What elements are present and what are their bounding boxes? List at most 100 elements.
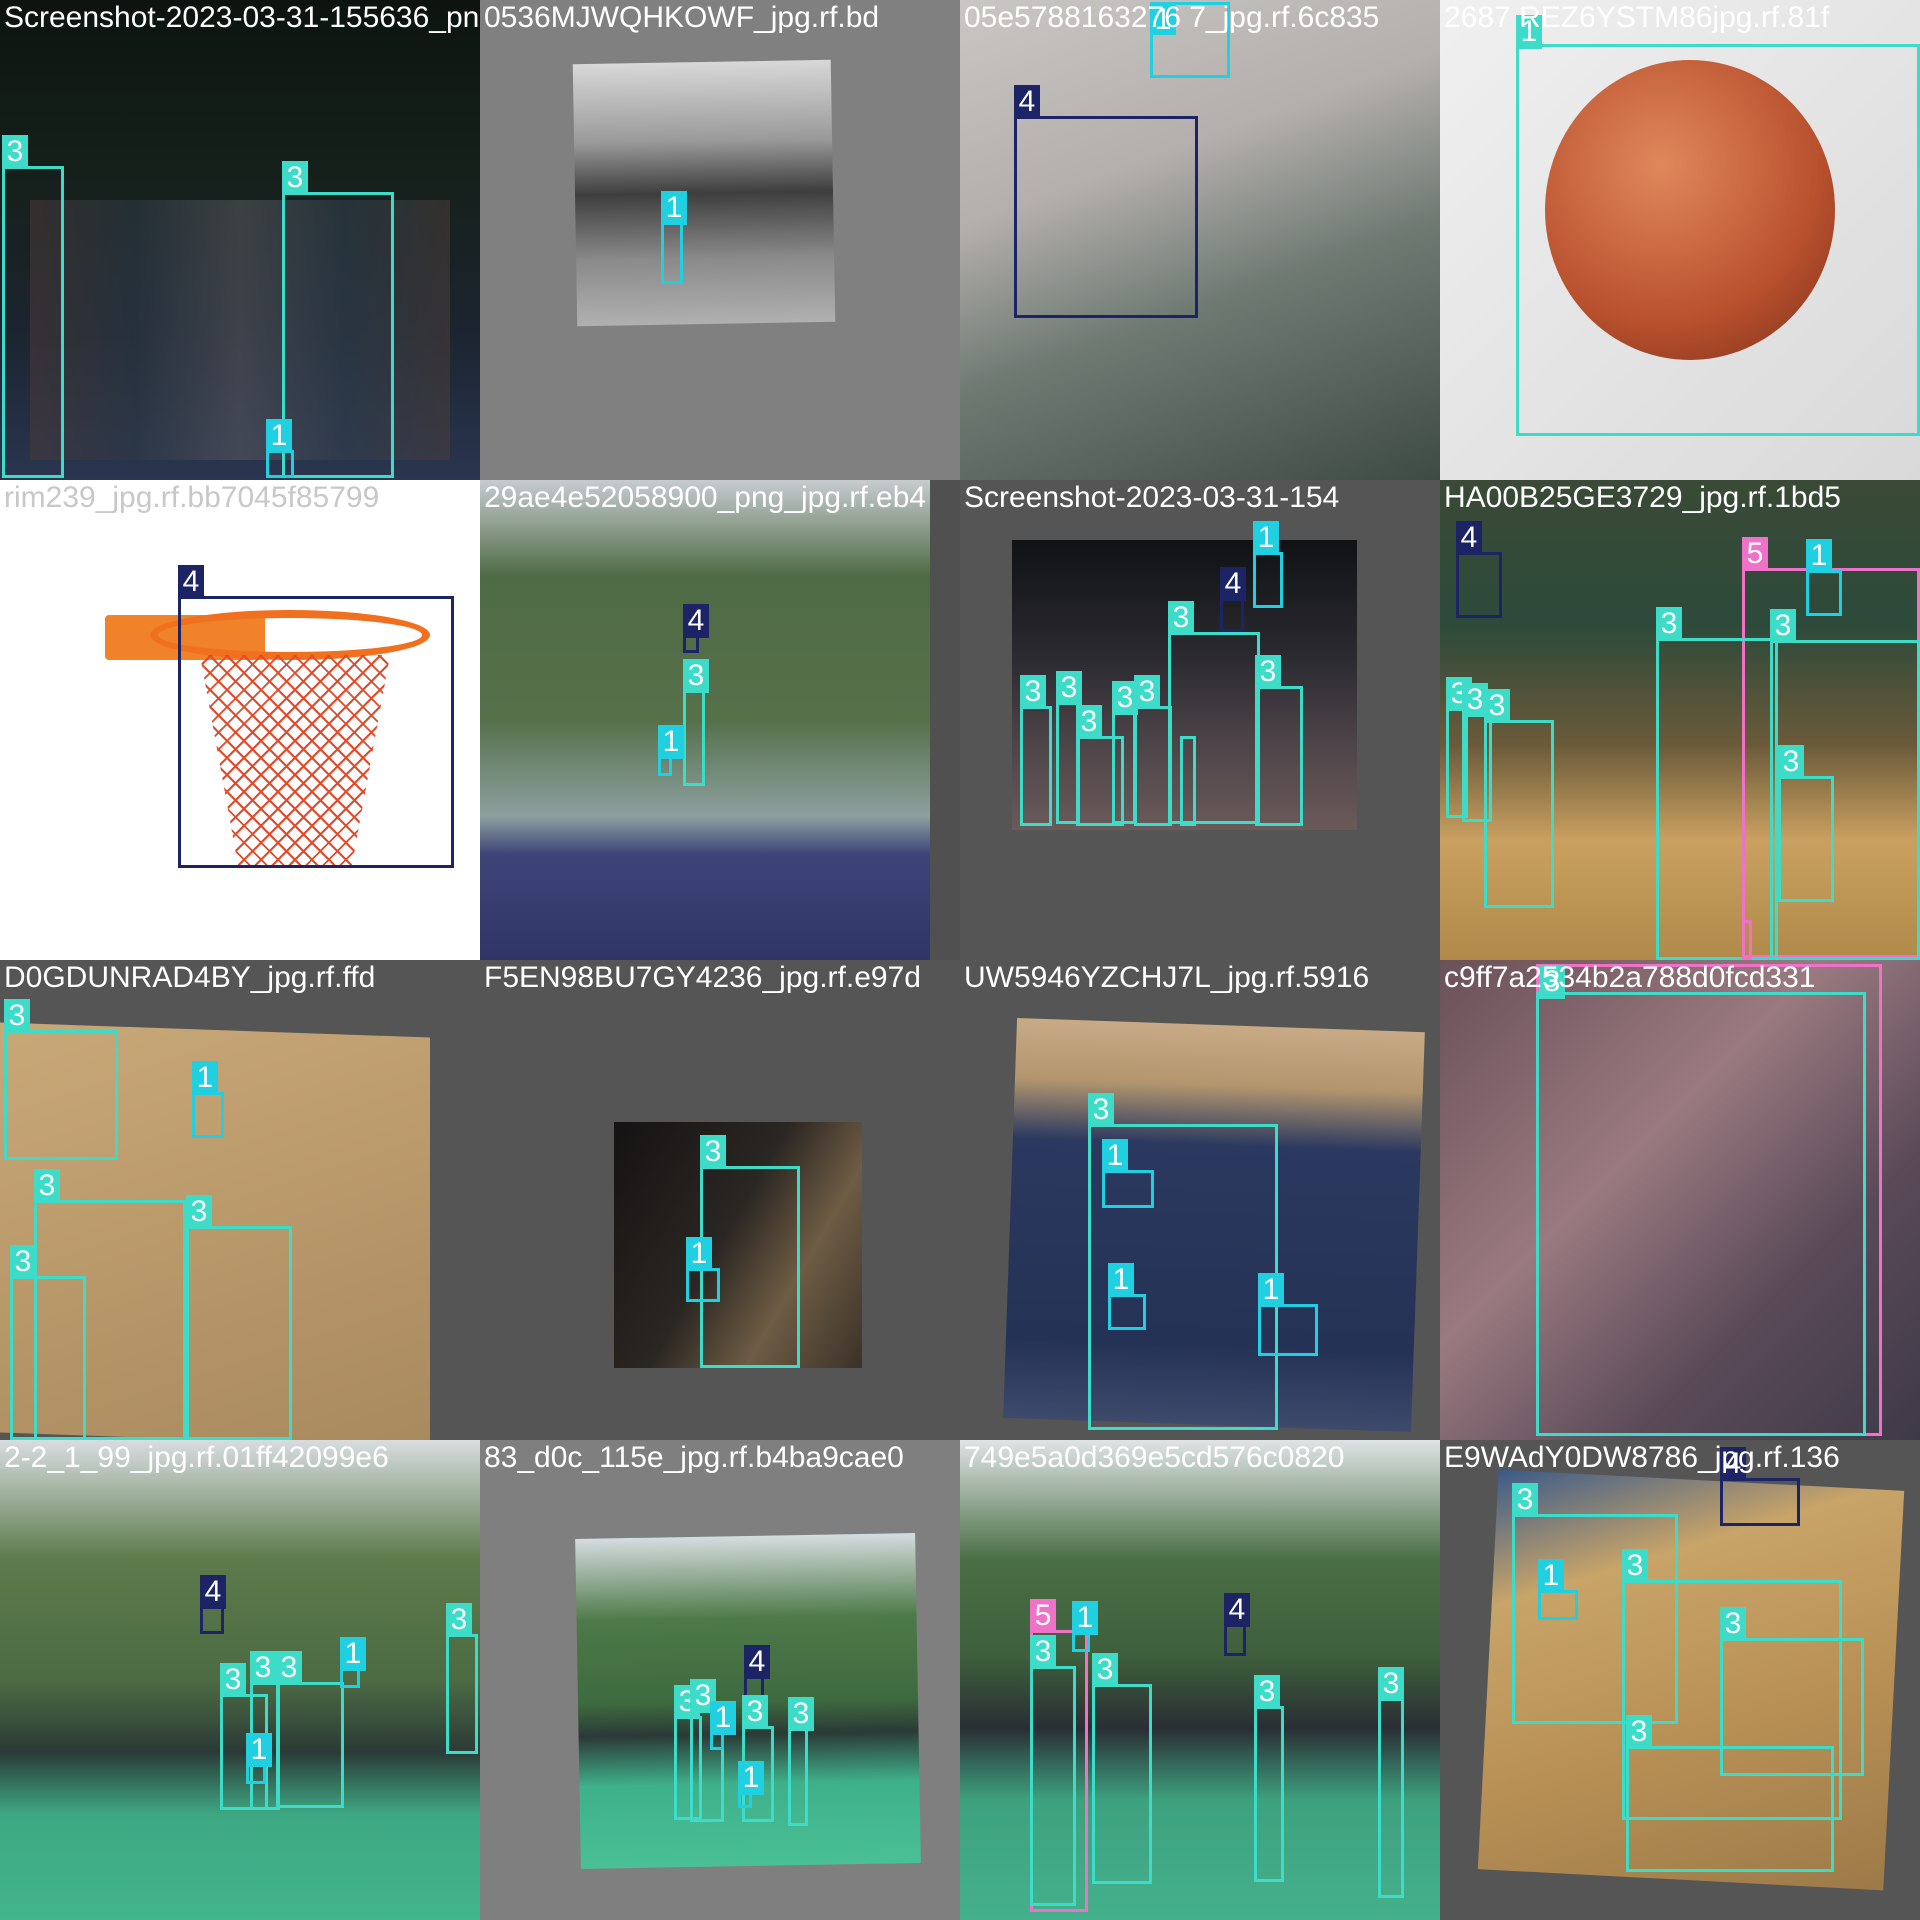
detection-box: 3 bbox=[1020, 675, 1052, 826]
detection-box: 3 bbox=[690, 1679, 724, 1822]
class-label: 3 bbox=[1484, 689, 1510, 723]
detection-box: 3 bbox=[2, 135, 64, 478]
detection-box: 1 bbox=[686, 1237, 720, 1302]
wilson-basketball-image bbox=[1545, 60, 1835, 360]
detection-box: 1 bbox=[1253, 521, 1283, 608]
outdoor-court-image bbox=[480, 480, 930, 960]
class-label: 4 bbox=[1720, 1447, 1746, 1481]
class-label: 1 bbox=[340, 1637, 366, 1671]
tile-filename: 29ae4e52058900_png_jpg.rf.eb4 bbox=[484, 481, 927, 514]
detection-box: 1 bbox=[1806, 539, 1842, 616]
detection-box: 3 bbox=[1112, 681, 1138, 824]
class-label: 1 bbox=[658, 725, 684, 759]
detection-box: 3 bbox=[788, 1697, 814, 1826]
class-label: 4 bbox=[744, 1645, 770, 1679]
class-label: 3 bbox=[2, 135, 28, 169]
class-label: 1 bbox=[1516, 15, 1542, 49]
class-label: 3 bbox=[788, 1697, 814, 1731]
detection-box: 1 bbox=[658, 725, 684, 776]
detection-box: 3 bbox=[10, 1245, 86, 1440]
class-label: 3 bbox=[276, 1651, 302, 1685]
class-label: 3 bbox=[1770, 609, 1796, 643]
detection-box: 3 bbox=[1778, 745, 1834, 902]
detection-box: 4 bbox=[1720, 1447, 1800, 1526]
detection-box: 3 bbox=[186, 1195, 292, 1440]
detection-box: 3 bbox=[4, 999, 118, 1160]
tile-filename: HA00B25GE3729_jpg.rf.1bd5 bbox=[1444, 481, 1841, 514]
class-label: 3 bbox=[1112, 681, 1138, 715]
detection-box: 4 bbox=[1224, 1593, 1250, 1656]
crowd-image bbox=[30, 200, 450, 460]
detection-box: 3 bbox=[1378, 1667, 1404, 1898]
class-label: 3 bbox=[1076, 705, 1102, 739]
tile-filename: 749e5a0d369e5cd576c0820 bbox=[964, 1441, 1345, 1474]
class-label: 3 bbox=[34, 1169, 60, 1203]
class-label: 5 bbox=[1030, 1599, 1056, 1633]
tile-filename: rim239_jpg.rf.bb7045f85799 bbox=[4, 481, 380, 514]
detection-box: 4 bbox=[178, 565, 454, 868]
tile-filename: c9ff7a2534b2a788d0fcd331 bbox=[1444, 961, 1816, 994]
mosaic-tile-8: HA00B25GE3729_jpg.rf.1bd5 4 5 1 3 3 3 3 … bbox=[1440, 480, 1920, 960]
class-label: 1 bbox=[1072, 1601, 1098, 1635]
detection-box: 3 bbox=[1134, 675, 1172, 826]
detection-box: 3 bbox=[1622, 1549, 1842, 1820]
class-label: 4 bbox=[1014, 85, 1040, 119]
class-label: 4 bbox=[1456, 521, 1482, 555]
class-label: 1 bbox=[738, 1761, 764, 1795]
detection-box: 4 bbox=[1456, 521, 1502, 618]
class-label: 3 bbox=[1168, 601, 1194, 635]
detection-box: 3 bbox=[1180, 736, 1196, 826]
mosaic-tile-14: 83_d0c_115e_jpg.rf.b4ba9cae0 4 3 3 1 3 3… bbox=[480, 1440, 960, 1920]
tile-filename: 83_d0c_115e_jpg.rf.b4ba9cae0 bbox=[484, 1441, 904, 1474]
detection-box: 3 bbox=[1446, 677, 1472, 818]
class-label: 3 bbox=[250, 1651, 276, 1685]
class-label: 1 bbox=[192, 1061, 218, 1095]
tile-filename: D0GDUNRAD4BY_jpg.rf.ffd bbox=[4, 961, 376, 994]
detection-box: 1 bbox=[1150, 2, 1230, 78]
class-label: 3 bbox=[1378, 1667, 1404, 1701]
class-label: 3 bbox=[1462, 683, 1488, 717]
class-label: 1 bbox=[266, 419, 292, 453]
class-label: 3 bbox=[220, 1663, 246, 1697]
class-label: 3 bbox=[282, 161, 308, 195]
class-label: 4 bbox=[200, 1575, 226, 1609]
detection-box: 1 bbox=[192, 1061, 224, 1138]
tile-filename: F5EN98BU7GY4236_jpg.rf.e97d bbox=[484, 961, 921, 994]
tile-filename: 05e5788163276 7_jpg.rf.6c835 bbox=[964, 1, 1380, 34]
class-label: 3 bbox=[4, 999, 30, 1033]
detection-box: 4 bbox=[683, 604, 709, 653]
mosaic-tile-1: Screenshot-2023-03-31-155636_png.rf. 3 3… bbox=[0, 0, 480, 480]
class-label: 4 bbox=[683, 604, 709, 638]
detection-box: 3 bbox=[34, 1169, 186, 1440]
detection-box: 1 bbox=[1258, 1273, 1318, 1356]
class-label: 1 bbox=[1806, 539, 1832, 573]
detection-box: 3 bbox=[1255, 655, 1303, 826]
class-label: 5 bbox=[1742, 537, 1768, 571]
tile-filename: Screenshot-2023-03-31-155636_png.rf. bbox=[4, 1, 480, 34]
mosaic-tile-6: 29ae4e52058900_png_jpg.rf.eb4 4 3 1 bbox=[480, 480, 960, 960]
class-label: 1 bbox=[686, 1237, 712, 1271]
class-label: 3 bbox=[1720, 1607, 1746, 1641]
detection-box: 1 bbox=[710, 1701, 736, 1750]
class-label: 1 bbox=[710, 1701, 736, 1735]
class-label: 3 bbox=[1539, 965, 1565, 999]
class-label: 4 bbox=[1224, 1593, 1250, 1627]
detection-box: 3 bbox=[282, 161, 394, 478]
mosaic-tile-15: 749e5a0d369e5cd576c0820 5 1 3 3 4 3 3 bbox=[960, 1440, 1440, 1920]
dark-gym-image bbox=[614, 1122, 862, 1368]
detection-box: 3 bbox=[1462, 683, 1492, 822]
detection-box: 3 bbox=[276, 1651, 344, 1808]
class-label: 3 bbox=[690, 1679, 716, 1713]
detection-box: 4 bbox=[744, 1645, 770, 1702]
class-label: 4 bbox=[178, 565, 204, 599]
detection-box: 4 bbox=[200, 1575, 226, 1634]
detection-box: 4 bbox=[1014, 85, 1198, 318]
detection-box: 3 bbox=[1030, 1635, 1076, 1906]
class-label: 3 bbox=[1512, 1483, 1538, 1517]
mosaic-tile-4: 2687 REZ6YSTM86jpg.rf.81f 1 bbox=[1440, 0, 1920, 480]
class-label: 3 bbox=[1254, 1675, 1280, 1709]
class-label: 1 bbox=[1538, 1559, 1564, 1593]
class-label: 1 bbox=[246, 1733, 272, 1767]
class-label: 3 bbox=[1020, 675, 1046, 709]
mosaic-tile-7: Screenshot-2023-03-31-154 1 4 3 3 3 3 3 … bbox=[960, 480, 1440, 960]
